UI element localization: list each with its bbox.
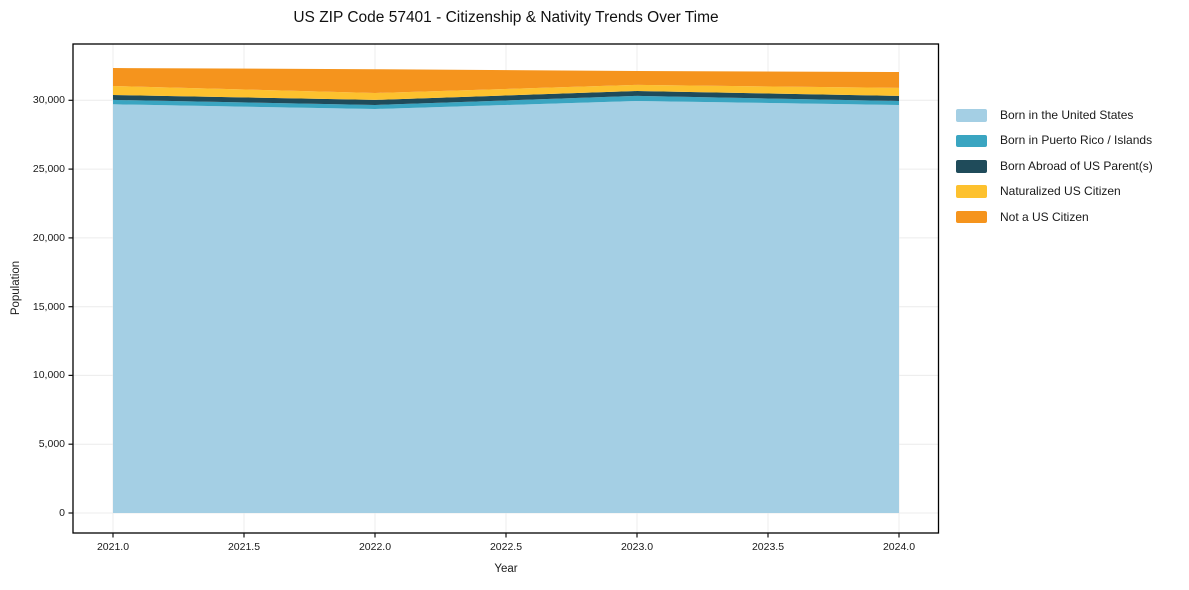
x-tick-label: 2022.5 [489, 541, 523, 553]
legend-swatch [956, 109, 987, 122]
x-tick-label: 2023.0 [620, 541, 654, 553]
x-tick-label: 2021.0 [96, 541, 130, 553]
area-series-4 [113, 68, 899, 93]
legend-item: Naturalized US Citizen [956, 185, 1153, 198]
legend-swatch [956, 160, 987, 173]
legend-swatch [956, 134, 987, 148]
y-tick-label: 25,000 [32, 163, 65, 176]
legend-label: Naturalized US Citizen [1000, 184, 1121, 199]
x-axis-label: Year [494, 563, 518, 575]
legend-label: Not a US Citizen [1000, 209, 1089, 224]
x-tick-label: 2022.0 [358, 541, 392, 553]
legend-item: Not a US Citizen [956, 209, 1153, 224]
x-tick-label: 2021.5 [227, 541, 261, 553]
legend-label: Born in the United States [1000, 108, 1134, 122]
legend: Born in the United States Born in Puerto … [956, 109, 1153, 236]
y-tick-label: 10,000 [32, 369, 65, 382]
legend-item: Born in Puerto Rico / Islands [956, 133, 1153, 148]
area-series-2 [113, 91, 899, 105]
y-tick-label: 15,000 [32, 300, 65, 313]
chart-title: US ZIP Code 57401 - Citizenship & Nativi… [293, 9, 719, 26]
legend-swatch [956, 210, 987, 224]
legend-swatch [956, 185, 987, 198]
y-tick-label: 30,000 [32, 94, 65, 107]
x-tick-label: 2024.0 [882, 541, 916, 553]
x-tick-label: 2023.5 [751, 541, 785, 553]
y-tick-label: 0 [59, 507, 65, 519]
y-tick-label: 20,000 [32, 231, 65, 244]
legend-item: Born Abroad of US Parent(s) [956, 158, 1153, 173]
y-tick-label: 5,000 [38, 438, 65, 451]
area-series-1 [113, 95, 899, 109]
legend-label: Born in Puerto Rico / Islands [1000, 133, 1153, 148]
area-series-0 [113, 101, 899, 513]
legend-item: Born in the United States [956, 109, 1153, 122]
area-series-3 [113, 84, 899, 100]
legend-label: Born Abroad of US Parent(s) [1000, 158, 1153, 173]
